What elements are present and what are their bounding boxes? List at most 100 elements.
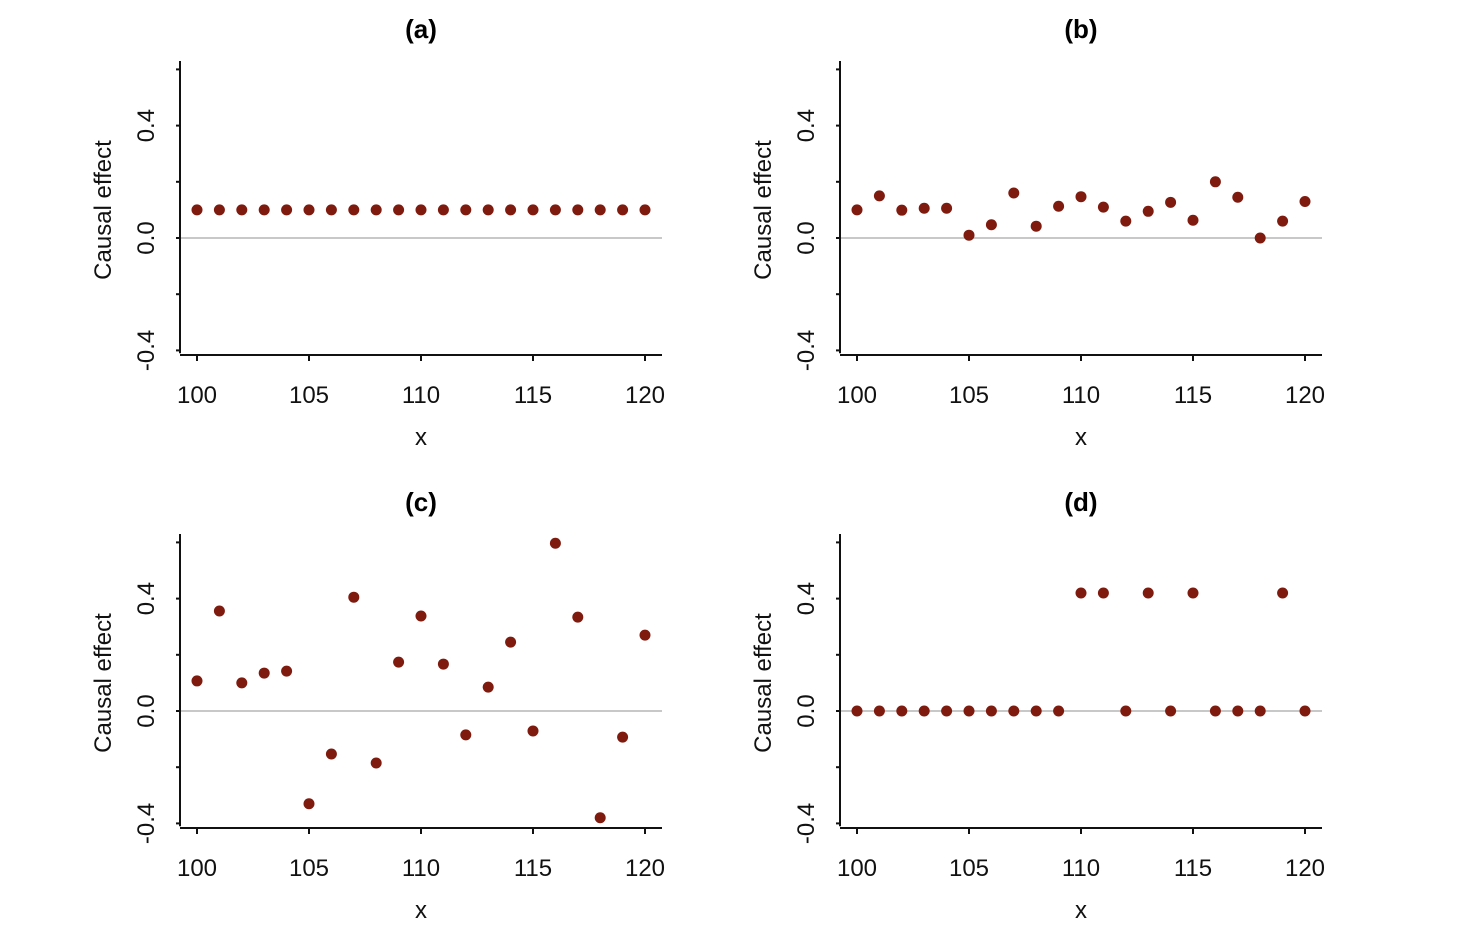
- y-tick-label: 0.4: [133, 582, 160, 615]
- data-point: [1075, 191, 1087, 203]
- data-point: [213, 605, 225, 617]
- x-tick-label: 105: [289, 382, 329, 409]
- data-point: [527, 204, 539, 216]
- data-point: [1030, 220, 1042, 232]
- data-point: [1254, 705, 1266, 717]
- data-point: [258, 667, 270, 679]
- data-point: [1120, 215, 1132, 227]
- panel-title: (d): [1064, 487, 1097, 517]
- data-point: [191, 675, 203, 687]
- x-tick-label: 120: [1285, 382, 1325, 409]
- data-point: [415, 610, 427, 622]
- y-tick-label: 0.0: [133, 694, 160, 727]
- x-axis-label: x: [1075, 897, 1087, 924]
- data-point: [572, 204, 584, 216]
- data-point: [1008, 187, 1020, 199]
- data-point: [370, 757, 382, 769]
- data-point: [1030, 705, 1042, 717]
- data-point: [437, 204, 449, 216]
- data-point: [1097, 201, 1109, 213]
- y-tick-label: 0.0: [133, 221, 160, 254]
- data-point: [963, 705, 975, 717]
- data-point: [896, 705, 908, 717]
- data-point: [594, 204, 606, 216]
- data-point: [639, 629, 651, 641]
- data-point: [348, 204, 360, 216]
- data-point: [482, 681, 494, 693]
- data-point: [1142, 205, 1154, 217]
- data-point: [851, 204, 863, 216]
- data-point: [1232, 705, 1244, 717]
- x-axis-label: x: [415, 897, 427, 924]
- x-tick-label: 100: [837, 855, 877, 882]
- data-point: [1142, 587, 1154, 599]
- data-point: [1299, 195, 1311, 207]
- data-point: [393, 204, 405, 216]
- data-point: [1097, 587, 1109, 599]
- data-point: [303, 798, 315, 810]
- data-point: [1008, 705, 1020, 717]
- panel-b: (b) -0.4 0.0 0.4 100 105 110 115 120 x Causal effe…: [750, 14, 1325, 451]
- data-point: [303, 204, 315, 216]
- x-tick-label: 120: [625, 382, 665, 409]
- data-point: [639, 204, 651, 216]
- y-axis-label: Causal effect: [750, 613, 777, 753]
- data-point: [963, 229, 975, 241]
- x-tick-label: 100: [177, 855, 217, 882]
- data-point: [1277, 587, 1289, 599]
- data-point: [482, 204, 494, 216]
- data-point: [918, 202, 930, 214]
- data-point: [236, 677, 248, 689]
- data-point: [370, 204, 382, 216]
- data-point: [941, 705, 953, 717]
- data-point: [572, 611, 584, 623]
- data-point: [1254, 232, 1266, 244]
- panel-title: (a): [405, 14, 437, 44]
- data-point: [873, 190, 885, 202]
- data-point: [505, 204, 517, 216]
- data-point: [617, 204, 629, 216]
- x-tick-label: 110: [1062, 855, 1100, 882]
- y-tick-label: 0.4: [793, 582, 820, 615]
- x-tick-label: 115: [1174, 855, 1212, 882]
- data-point: [348, 591, 360, 603]
- x-tick-label: 120: [1285, 855, 1325, 882]
- x-tick-label: 110: [402, 382, 440, 409]
- data-point: [460, 729, 472, 741]
- y-tick-label: 0.0: [793, 694, 820, 727]
- y-tick-label: -0.4: [793, 330, 820, 371]
- data-point: [281, 204, 293, 216]
- data-point: [851, 705, 863, 717]
- data-point: [985, 219, 997, 231]
- data-point: [1187, 587, 1199, 599]
- data-point: [1075, 587, 1087, 599]
- data-point: [617, 731, 629, 743]
- data-point: [873, 705, 885, 717]
- x-axis-label: x: [415, 424, 427, 451]
- data-point: [1209, 176, 1221, 188]
- data-point: [258, 204, 270, 216]
- y-axis-label: Causal effect: [750, 140, 777, 280]
- y-axis-label: Causal effect: [90, 613, 117, 753]
- y-tick-label: -0.4: [133, 330, 160, 371]
- data-point: [460, 204, 472, 216]
- x-tick-label: 110: [402, 855, 440, 882]
- panel-c: (c) -0.4 0.0 0.4 100 105 110 115 120 x Causal effe…: [90, 487, 665, 924]
- data-point: [896, 204, 908, 216]
- panel-title: (b): [1064, 14, 1097, 44]
- data-point: [1209, 705, 1221, 717]
- data-point: [527, 725, 539, 737]
- data-point: [505, 636, 517, 648]
- data-point: [213, 204, 225, 216]
- data-point: [549, 537, 561, 549]
- data-point: [1120, 705, 1132, 717]
- data-point: [1053, 200, 1065, 212]
- data-point: [191, 204, 203, 216]
- data-point: [941, 202, 953, 214]
- data-point: [594, 812, 606, 824]
- x-tick-label: 105: [949, 382, 989, 409]
- panel-title: (c): [405, 487, 437, 517]
- y-tick-label: -0.4: [793, 803, 820, 844]
- data-point: [1299, 705, 1311, 717]
- data-point: [415, 204, 427, 216]
